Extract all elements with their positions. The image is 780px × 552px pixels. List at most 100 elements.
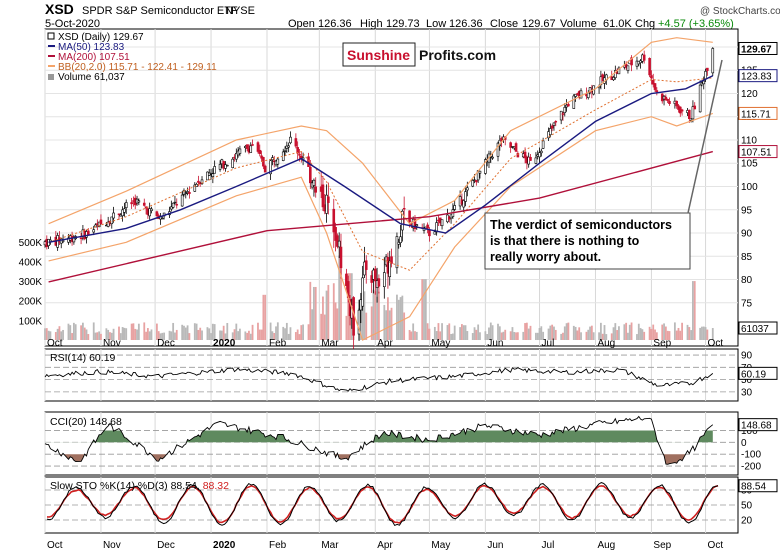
volume-bar [522, 331, 525, 340]
candle-body [572, 95, 576, 109]
volume-bar [451, 333, 454, 340]
candle-body [491, 156, 494, 159]
candle-body [170, 206, 173, 210]
candle-body [298, 154, 301, 156]
volume-bar [484, 331, 487, 340]
x-tick-label-bottom: Oct [47, 540, 63, 551]
annotation-arrow [687, 59, 723, 214]
volume-bar [412, 323, 415, 340]
volume-bar [525, 322, 528, 340]
volume-bar [562, 332, 564, 340]
volume-bar [110, 332, 113, 340]
volume-bar [100, 333, 102, 340]
candle-body [464, 191, 467, 202]
volume-bar [309, 281, 312, 340]
volume-bar [213, 324, 216, 340]
legend-ma50: MA(50) 123.83 [58, 42, 125, 53]
candle-body [462, 200, 466, 208]
candle-body [373, 268, 377, 282]
volume-bar [563, 326, 566, 340]
volume-bars [44, 255, 714, 340]
candle-body [106, 221, 110, 227]
volume-bar [576, 330, 579, 340]
candle-body [408, 210, 411, 223]
volume-bar [170, 331, 173, 340]
volume-bar [197, 329, 200, 340]
x-tick-label-bottom: Apr [377, 540, 393, 551]
candle-body [184, 192, 188, 194]
volume-bar [542, 331, 545, 340]
volume-bar [260, 329, 263, 340]
candle-body [321, 184, 325, 208]
bb-lower-line [48, 112, 713, 341]
candle-body [97, 221, 101, 228]
sto-tick-label: 20 [741, 516, 753, 527]
volume-bar [347, 273, 350, 340]
price-tick-label: 95 [741, 205, 753, 216]
volume-bar [294, 332, 297, 340]
volume-bar [435, 331, 438, 340]
price-tick-label: 85 [741, 252, 753, 263]
candle-body [390, 256, 393, 264]
volume-bar [598, 332, 600, 340]
volume-bar [554, 329, 557, 340]
candle-body [325, 194, 328, 214]
volume-bar [475, 329, 478, 340]
volume-bar [491, 325, 494, 340]
rsi-last-box [738, 366, 778, 380]
volume-bar [137, 323, 140, 340]
candle-body [514, 143, 518, 152]
cci-last-label: 148.68 [741, 421, 772, 432]
candle-body [693, 105, 697, 110]
volume-bar [648, 326, 651, 340]
candle-body [79, 237, 83, 240]
volume-bar [143, 322, 146, 340]
candle-body [496, 142, 500, 157]
candle-body [397, 242, 401, 245]
rsi-line [44, 367, 714, 392]
volume-bar [376, 296, 378, 340]
volume-bar [148, 331, 151, 340]
rsi-tick-label: 30 [741, 387, 753, 398]
volume-bar [163, 332, 166, 340]
volume-bar [282, 326, 285, 340]
volume-bar [612, 327, 615, 340]
x-tick-label: Oct [47, 338, 63, 349]
ma200-line [48, 150, 713, 283]
candle-body [188, 191, 191, 194]
candle-body [283, 150, 287, 152]
volume-last-label: 61037 [741, 324, 769, 335]
volume-bar [220, 330, 223, 340]
volume-bar [168, 330, 171, 340]
volume-bar [424, 279, 427, 340]
volume-bar [363, 291, 366, 340]
sto-last-box [738, 479, 778, 493]
candle-body [668, 100, 671, 104]
candle-body [706, 67, 709, 71]
volume-bar [450, 333, 452, 340]
candle-body [567, 103, 570, 107]
sto-tick-label: 50 [741, 501, 753, 512]
volume-bar [336, 308, 339, 340]
volume-bar [134, 328, 137, 340]
volume-bar [681, 322, 683, 340]
candle-body [435, 222, 438, 233]
rsi-tick-label: 90 [741, 351, 753, 362]
x-tick-label: Feb [269, 338, 287, 349]
candle-body [364, 260, 368, 270]
volume-bar [560, 333, 563, 340]
volume-bar [332, 283, 335, 340]
volume-bar [206, 327, 209, 340]
volume-bar [421, 279, 424, 340]
volume-bar [625, 322, 628, 340]
candle-body [173, 201, 177, 204]
candle-body [224, 164, 227, 169]
volume-bar [401, 295, 404, 340]
volume-bar [72, 322, 75, 340]
volume-bar [388, 310, 391, 340]
volume-bar [473, 327, 476, 340]
volume-bar [428, 328, 431, 340]
volume-bar [273, 332, 276, 340]
volume-value: 61.0K [603, 18, 632, 30]
x-tick-label: Mar [321, 338, 339, 349]
